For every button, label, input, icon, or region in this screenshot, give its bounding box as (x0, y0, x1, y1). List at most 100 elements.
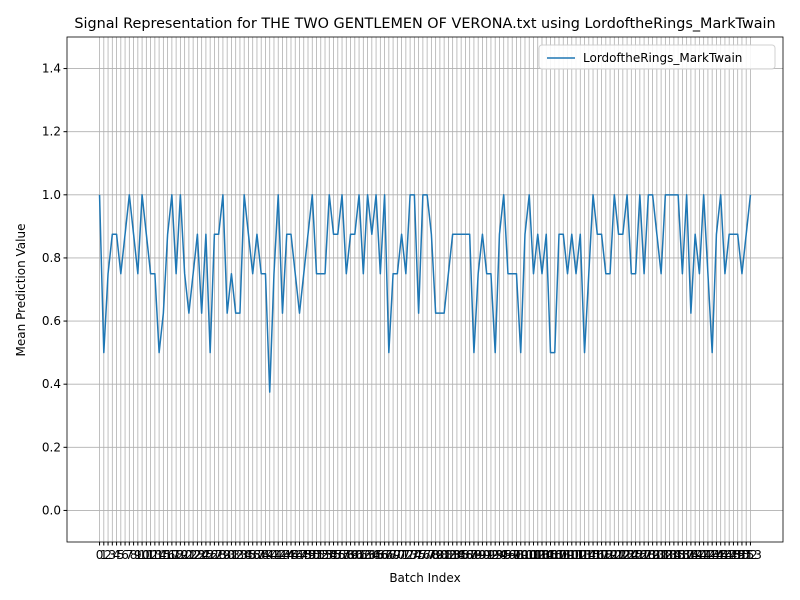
x-tick-label: 59 (343, 548, 358, 562)
x-tick-label: 43 (275, 548, 290, 562)
x-tick-label: 7 (126, 548, 134, 562)
x-tick-label: 143 (696, 548, 719, 562)
x-tick-label: 12 (143, 548, 158, 562)
x-tick-label: 138 (675, 548, 698, 562)
x-tick-label: 139 (679, 548, 702, 562)
x-tick-label: 22 (185, 548, 200, 562)
x-tick-label: 21 (181, 548, 196, 562)
x-tick-label: 114 (573, 548, 596, 562)
x-tick-label: 108 (548, 548, 571, 562)
x-tick-label: 76 (415, 548, 430, 562)
x-tick-label: 130 (641, 548, 664, 562)
x-tick-label: 38 (254, 548, 269, 562)
x-tick-label: 111 (560, 548, 583, 562)
x-tick-label: 44 (279, 548, 294, 562)
x-tick-label: 36 (245, 548, 260, 562)
x-tick-label: 23 (190, 548, 205, 562)
x-tick-label: 26 (203, 548, 218, 562)
x-tick-label: 140 (684, 548, 707, 562)
x-tick-label: 35 (241, 548, 256, 562)
x-tick-label: 136 (667, 548, 690, 562)
x-tick-label: 106 (539, 548, 562, 562)
x-tick-label: 122 (607, 548, 630, 562)
x-tick-label: 115 (577, 548, 600, 562)
x-tick-label: 90 (475, 548, 490, 562)
x-tick-label: 71 (394, 548, 409, 562)
x-tick-label: 25 (198, 548, 213, 562)
x-tick-label: 95 (496, 548, 511, 562)
plot-frame (66, 36, 784, 543)
x-tick-label: 46 (288, 548, 303, 562)
x-tick-label: 64 (364, 548, 379, 562)
x-tick-label: 149 (722, 548, 745, 562)
x-tick-label: 148 (718, 548, 741, 562)
x-tick-label: 17 (164, 548, 179, 562)
x-tick-label: 77 (419, 548, 434, 562)
y-tick-label: 0.2 (42, 440, 61, 454)
x-tick-label: 86 (458, 548, 473, 562)
chart-title: Signal Representation for THE TWO GENTLE… (74, 16, 775, 32)
x-tick-label: 101 (518, 548, 541, 562)
x-tick-label: 84 (449, 548, 464, 562)
x-tick-label: 14 (151, 548, 166, 562)
x-tick-label: 62 (356, 548, 371, 562)
x-tick-label: 124 (616, 548, 639, 562)
x-tick-label: 121 (603, 548, 626, 562)
x-tick-label: 85 (454, 548, 469, 562)
x-tick-label: 15 (156, 548, 171, 562)
x-axis-label: Batch Index (389, 571, 460, 585)
x-tick-label: 152 (735, 548, 758, 562)
x-tick-label: 67 (377, 548, 392, 562)
x-tick-label: 129 (637, 548, 660, 562)
x-tick-label: 33 (232, 548, 247, 562)
x-tick-label: 56 (330, 548, 345, 562)
x-tick-label: 80 (432, 548, 447, 562)
x-tick-label: 113 (569, 548, 592, 562)
x-tick-label: 146 (709, 548, 732, 562)
x-tick-label: 10 (134, 548, 149, 562)
x-tick-label: 18 (168, 548, 183, 562)
x-tick-label: 32 (228, 548, 243, 562)
x-tick-label: 103 (526, 548, 549, 562)
x-tick-label: 107 (543, 548, 566, 562)
x-tick-label: 51 (309, 548, 324, 562)
y-tick-label: 1.0 (42, 188, 61, 202)
x-tick-label: 3 (108, 548, 116, 562)
y-tick-label: 1.2 (42, 125, 61, 139)
x-tick-label: 131 (645, 548, 668, 562)
x-tick-label: 109 (552, 548, 575, 562)
x-tick-label: 4 (113, 548, 121, 562)
legend-box (538, 44, 776, 70)
x-tick-label: 45 (283, 548, 298, 562)
x-tick-label: 104 (531, 548, 554, 562)
x-tick-label: 52 (313, 548, 328, 562)
x-tick-label: 61 (351, 548, 366, 562)
x-tick-label: 145 (705, 548, 728, 562)
x-tick-label: 73 (402, 548, 417, 562)
x-tick-label: 127 (628, 548, 651, 562)
x-tick-label: 82 (441, 548, 456, 562)
x-tick-label: 94 (492, 548, 507, 562)
x-tick-label: 119 (594, 548, 617, 562)
x-tick-label: 141 (688, 548, 711, 562)
x-tick-label: 89 (471, 548, 486, 562)
x-tick-label: 57 (334, 548, 349, 562)
y-tick-label: 1.4 (42, 62, 61, 76)
x-tick-label: 92 (483, 548, 498, 562)
x-tick-label: 6 (121, 548, 129, 562)
x-tick-label: 134 (658, 548, 681, 562)
x-tick-label: 98 (509, 548, 524, 562)
x-tick-label: 97 (505, 548, 520, 562)
x-tick-label: 112 (565, 548, 588, 562)
x-tick-label: 28 (211, 548, 226, 562)
x-tick-label: 125 (620, 548, 643, 562)
x-tick-label: 153 (739, 548, 762, 562)
x-tick-label: 41 (266, 548, 281, 562)
x-tick-label: 102 (522, 548, 545, 562)
x-tick-label: 72 (398, 548, 413, 562)
x-tick-label: 55 (326, 548, 341, 562)
x-tick-label: 20 (177, 548, 192, 562)
x-tick-label: 1 (100, 548, 108, 562)
